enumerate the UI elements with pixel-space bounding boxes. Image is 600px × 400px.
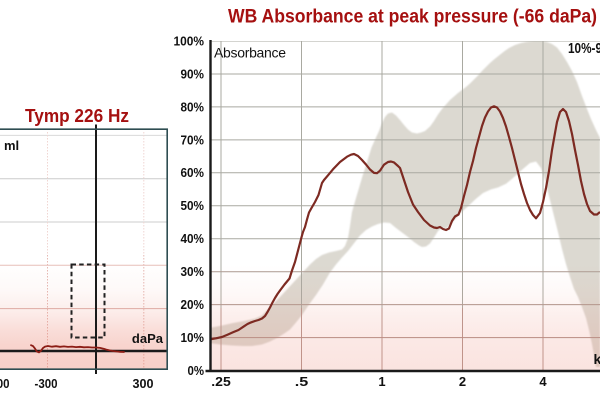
svg-text:0%: 0% [188,363,205,378]
svg-text:300: 300 [133,376,154,391]
svg-text:2: 2 [459,374,466,389]
svg-text:.5: .5 [295,374,309,389]
svg-text:10%: 10% [181,330,205,345]
svg-text:60%: 60% [181,165,205,180]
svg-text:90%: 90% [181,66,205,81]
svg-text:daPa: daPa [132,331,164,346]
svg-text:ml: ml [4,138,19,153]
svg-text:70%: 70% [181,132,205,147]
svg-text:80%: 80% [181,99,205,114]
svg-text:.25: .25 [211,374,231,389]
svg-text:4: 4 [539,374,547,389]
svg-text:30%: 30% [181,264,205,279]
svg-text:40%: 40% [181,231,205,246]
svg-text:1: 1 [378,374,385,389]
svg-text:100%: 100% [174,33,205,48]
svg-text:10%-90%: 10%-90% [568,41,600,57]
svg-text:WB Absorbance at peak pressure: WB Absorbance at peak pressure (-66 daPa… [228,6,597,27]
svg-text:50%: 50% [181,198,205,213]
svg-text:Absorbance: Absorbance [214,45,286,61]
svg-text:-300: -300 [35,376,58,391]
svg-text:20%: 20% [181,297,205,312]
svg-text:-600: -600 [0,376,10,391]
svg-text:Tymp 226 Hz: Tymp 226 Hz [25,106,129,126]
svg-text:kHz: kHz [594,351,600,367]
